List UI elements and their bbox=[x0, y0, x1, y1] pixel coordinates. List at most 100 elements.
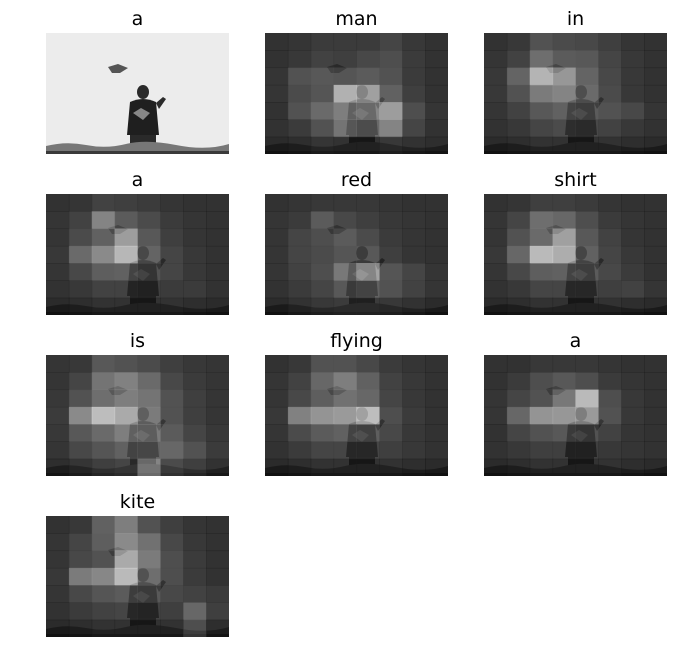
attention-cell bbox=[356, 263, 380, 281]
attention-cell bbox=[137, 194, 161, 212]
attention-cell bbox=[137, 211, 161, 230]
attention-cell bbox=[114, 424, 139, 442]
attention-cell bbox=[160, 263, 184, 281]
attention-cell bbox=[644, 102, 667, 120]
attention-cell bbox=[46, 406, 70, 425]
attention-cell bbox=[402, 372, 426, 391]
attention-cell bbox=[506, 136, 531, 154]
attention-cell bbox=[137, 533, 161, 552]
attention-cell bbox=[68, 567, 93, 586]
attention-image bbox=[265, 33, 448, 154]
attention-cell bbox=[484, 228, 508, 247]
attention-cell bbox=[598, 263, 622, 281]
attention-cell bbox=[333, 50, 358, 69]
attention-cell bbox=[265, 211, 289, 230]
attention-cell bbox=[598, 194, 622, 212]
attention-cell bbox=[68, 280, 93, 299]
attention-cell bbox=[644, 50, 667, 69]
attention-cell bbox=[379, 280, 403, 299]
attention-cell bbox=[160, 619, 184, 637]
attention-cell bbox=[287, 33, 312, 51]
attention-cell bbox=[402, 297, 426, 315]
attention-cell bbox=[356, 67, 380, 86]
attention-cell bbox=[206, 280, 229, 299]
attention-cell bbox=[621, 194, 645, 212]
attention-cell bbox=[529, 458, 554, 476]
attention-cell bbox=[552, 50, 577, 69]
attention-cell bbox=[265, 33, 289, 51]
attention-cell bbox=[91, 406, 116, 425]
attention-cell bbox=[183, 406, 207, 425]
attention-cell bbox=[644, 211, 667, 230]
attention-cell bbox=[356, 50, 380, 69]
attention-cell bbox=[379, 424, 403, 442]
attention-cell bbox=[484, 245, 508, 264]
attention-cell bbox=[206, 441, 229, 460]
attention-cell bbox=[425, 245, 448, 264]
attention-cell bbox=[183, 424, 207, 442]
attention-image bbox=[46, 516, 229, 637]
attention-cell bbox=[425, 194, 448, 212]
attention-cell bbox=[265, 355, 289, 373]
attention-cell bbox=[114, 567, 139, 586]
attention-cell bbox=[287, 458, 312, 476]
attention-cell bbox=[379, 211, 403, 230]
attention-cell bbox=[160, 211, 184, 230]
attention-cell bbox=[552, 263, 577, 281]
attention-cell bbox=[91, 516, 116, 534]
attention-cell bbox=[91, 245, 116, 264]
attention-cell bbox=[287, 211, 312, 230]
attention-cell bbox=[529, 263, 554, 281]
man-head bbox=[137, 85, 149, 99]
attention-cell bbox=[552, 245, 577, 264]
attention-cell bbox=[114, 585, 139, 603]
attention-cell bbox=[575, 245, 599, 264]
attention-cell bbox=[137, 441, 161, 460]
attention-cell bbox=[484, 406, 508, 425]
attention-cell bbox=[484, 136, 508, 154]
attention-cell bbox=[552, 102, 577, 120]
attention-cell bbox=[402, 458, 426, 476]
attention-cell bbox=[333, 389, 358, 408]
attention-cell bbox=[484, 211, 508, 230]
attention-cell bbox=[552, 33, 577, 51]
attention-cell bbox=[206, 194, 229, 212]
attention-cell bbox=[206, 211, 229, 230]
attention-cell bbox=[506, 458, 531, 476]
attention-cell bbox=[644, 280, 667, 299]
attention-cell bbox=[206, 550, 229, 569]
attention-cell bbox=[114, 228, 139, 247]
attention-cell bbox=[137, 585, 161, 603]
attention-cell bbox=[575, 102, 599, 120]
attention-cell bbox=[114, 458, 139, 476]
attention-cell bbox=[91, 372, 116, 391]
attention-cell bbox=[46, 585, 70, 603]
attention-cell bbox=[287, 50, 312, 69]
attention-cell bbox=[621, 263, 645, 281]
attention-cell bbox=[379, 33, 403, 51]
attention-cell bbox=[552, 372, 577, 391]
attention-cell bbox=[356, 194, 380, 212]
attention-cell bbox=[356, 119, 380, 138]
attention-cell bbox=[68, 585, 93, 603]
attention-cell bbox=[137, 424, 161, 442]
attention-cell bbox=[310, 389, 335, 408]
attention-cell bbox=[506, 67, 531, 86]
attention-cell bbox=[402, 355, 426, 373]
attention-image bbox=[484, 355, 667, 476]
attention-cell bbox=[287, 424, 312, 442]
attention-cell bbox=[425, 280, 448, 299]
attention-cell bbox=[206, 458, 229, 476]
attention-cell bbox=[379, 67, 403, 86]
attention-cell bbox=[333, 355, 358, 373]
attention-cell bbox=[356, 424, 380, 442]
attention-cell bbox=[552, 441, 577, 460]
attention-cell bbox=[310, 458, 335, 476]
attention-cell bbox=[425, 263, 448, 281]
attention-cell bbox=[598, 424, 622, 442]
attention-cell bbox=[575, 84, 599, 103]
attention-cell bbox=[91, 389, 116, 408]
attention-cell bbox=[575, 119, 599, 138]
attention-cell bbox=[644, 406, 667, 425]
attention-cell bbox=[265, 194, 289, 212]
